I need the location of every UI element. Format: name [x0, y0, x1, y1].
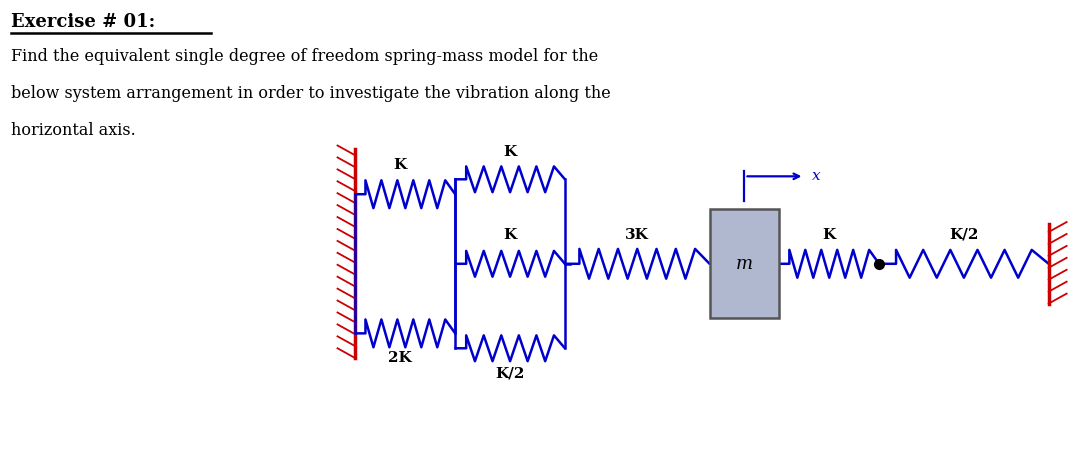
Text: K/2: K/2: [495, 366, 524, 380]
Text: K: K: [503, 228, 517, 242]
Bar: [710, 209, 780, 319]
Text: Exercise # 01:: Exercise # 01:: [12, 13, 155, 31]
Text: Find the equivalent single degree of freedom spring-mass model for the: Find the equivalent single degree of fre…: [12, 48, 599, 65]
Text: horizontal axis.: horizontal axis.: [12, 122, 136, 139]
Text: K: K: [394, 158, 407, 172]
Text: x: x: [812, 169, 821, 183]
Text: below system arrangement in order to investigate the vibration along the: below system arrangement in order to inv…: [12, 85, 611, 102]
Text: m: m: [736, 255, 753, 273]
Text: 3K: 3K: [626, 228, 649, 242]
Text: K: K: [503, 146, 517, 159]
Text: 2K: 2K: [389, 351, 412, 365]
Text: K: K: [823, 228, 836, 242]
Text: K/2: K/2: [949, 228, 979, 242]
